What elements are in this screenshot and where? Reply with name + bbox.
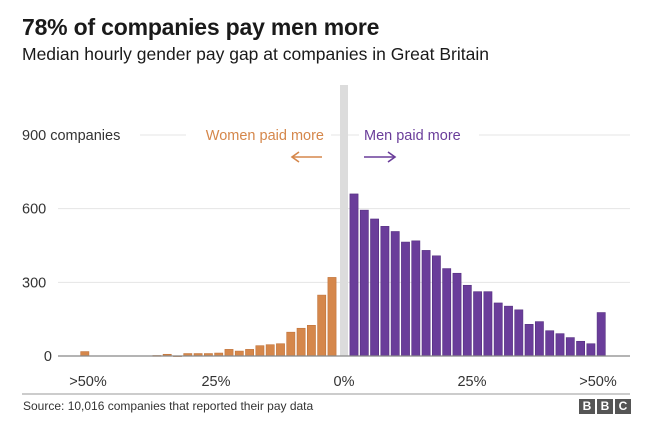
- x-axis-labels: >50% 25% 0% 25% >50%: [69, 374, 617, 390]
- bar-men-paid-more: [565, 337, 575, 357]
- bar-women-paid-more: [317, 294, 327, 357]
- bar-men-paid-more: [411, 240, 421, 357]
- bbc-logo-letter: B: [597, 399, 613, 414]
- y-axis-labels: 0 300 600 900 companies: [22, 128, 120, 365]
- source-note: Source: 10,016 companies that reported t…: [23, 399, 314, 413]
- bar-men-paid-more: [380, 226, 390, 357]
- x-tick-label: 25%: [201, 374, 230, 390]
- bar-men-paid-more: [442, 268, 452, 357]
- arrow-left-icon: [290, 151, 322, 163]
- bar-men-paid-more: [483, 291, 493, 357]
- zero-divider-band: [340, 85, 348, 356]
- bar-men-paid-more: [370, 218, 379, 357]
- bar-men-paid-more: [452, 272, 462, 357]
- bar-men-paid-more: [390, 231, 400, 357]
- bar-women-paid-more: [224, 349, 234, 357]
- bar-women-paid-more: [255, 345, 265, 357]
- annotation-bg: [359, 124, 479, 144]
- bar-men-paid-more: [431, 255, 441, 357]
- x-tick-label: >50%: [579, 374, 617, 390]
- bar-women-paid-more: [296, 327, 306, 357]
- bar-men-paid-more: [576, 340, 585, 357]
- bar-men-paid-more: [462, 284, 472, 357]
- bar-women-paid-more: [80, 351, 90, 357]
- bar-men-paid-more: [401, 241, 410, 357]
- bar-men-paid-more: [586, 343, 596, 357]
- annotation-bg: [186, 124, 331, 144]
- arrow-right-icon: [364, 151, 397, 163]
- y-tick-label: 600: [22, 202, 46, 218]
- bar-women-paid-more: [245, 349, 254, 357]
- bar-men-paid-more: [555, 333, 565, 357]
- bar-women-paid-more: [276, 343, 285, 357]
- bars: [80, 193, 606, 357]
- chart-title: 78% of companies pay men more: [22, 14, 380, 40]
- bar-men-paid-more: [473, 291, 482, 357]
- y-tick-label: 0: [44, 349, 52, 365]
- annotation-men-paid-more: Men paid more: [364, 128, 461, 144]
- bar-women-paid-more: [286, 331, 296, 357]
- x-tick-label: 0%: [334, 374, 355, 390]
- bar-men-paid-more: [421, 250, 431, 357]
- bar-women-paid-more: [306, 325, 316, 357]
- bbc-logo-letter: C: [615, 399, 631, 414]
- y-tick-label: 300: [22, 275, 46, 291]
- bar-men-paid-more: [545, 330, 555, 357]
- bar-men-paid-more: [493, 302, 503, 357]
- bar-women-paid-more: [234, 350, 244, 357]
- bar-men-paid-more: [534, 321, 544, 357]
- bar-men-paid-more: [596, 312, 606, 357]
- x-tick-label: 25%: [457, 374, 486, 390]
- x-tick-label: >50%: [69, 374, 107, 390]
- bar-men-paid-more: [524, 324, 534, 357]
- bar-women-paid-more: [265, 344, 275, 357]
- bar-women-paid-more: [327, 277, 337, 357]
- bbc-logo-letter: B: [579, 399, 595, 414]
- bbc-logo: B B C: [579, 399, 631, 414]
- bar-men-paid-more: [514, 309, 524, 357]
- bar-men-paid-more: [349, 193, 359, 357]
- chart-subtitle: Median hourly gender pay gap at companie…: [22, 44, 489, 64]
- annotation-women-paid-more: Women paid more: [206, 128, 324, 144]
- bar-men-paid-more: [504, 305, 513, 357]
- y-tick-label: 900 companies: [22, 128, 120, 144]
- bar-men-paid-more: [359, 209, 369, 357]
- annotations: Women paid more Men paid more: [186, 124, 479, 163]
